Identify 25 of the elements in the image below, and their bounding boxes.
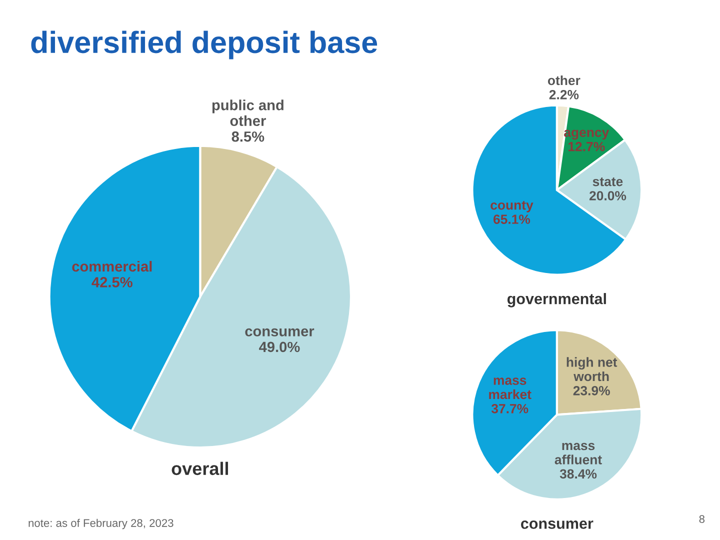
data-label: 8.5%: [232, 131, 264, 142]
slice-label: commercial: [72, 260, 152, 272]
text: diversified deposit base: [31, 30, 378, 60]
slice-label: other: [548, 75, 580, 86]
data-label: 49.0%: [259, 342, 300, 352]
text: 8: [699, 515, 705, 523]
data-label: 38.4%: [560, 469, 597, 479]
slice-label: mass affluent: [554, 442, 602, 464]
slice-label: public and other: [212, 100, 284, 126]
text: consumer: [521, 520, 594, 529]
data-label: 42.5%: [92, 277, 132, 288]
text: overall: [172, 462, 228, 476]
slice-label: consumer: [245, 328, 314, 336]
slice-label: mass market: [489, 378, 532, 400]
data-label: 23.9%: [573, 386, 610, 396]
slice-label: high net worth: [566, 357, 618, 382]
text: note: as of February 28, 2023: [28, 518, 174, 530]
data-label: 20.0%: [589, 191, 626, 200]
data-label: 12.7%: [568, 142, 605, 152]
data-label: 2.2%: [549, 90, 579, 100]
slice-label: county: [490, 200, 534, 212]
data-label: 65.1%: [493, 214, 530, 224]
slice-label: state: [592, 177, 623, 186]
data-label: 37.7%: [491, 404, 528, 414]
text: governmental: [507, 293, 606, 308]
